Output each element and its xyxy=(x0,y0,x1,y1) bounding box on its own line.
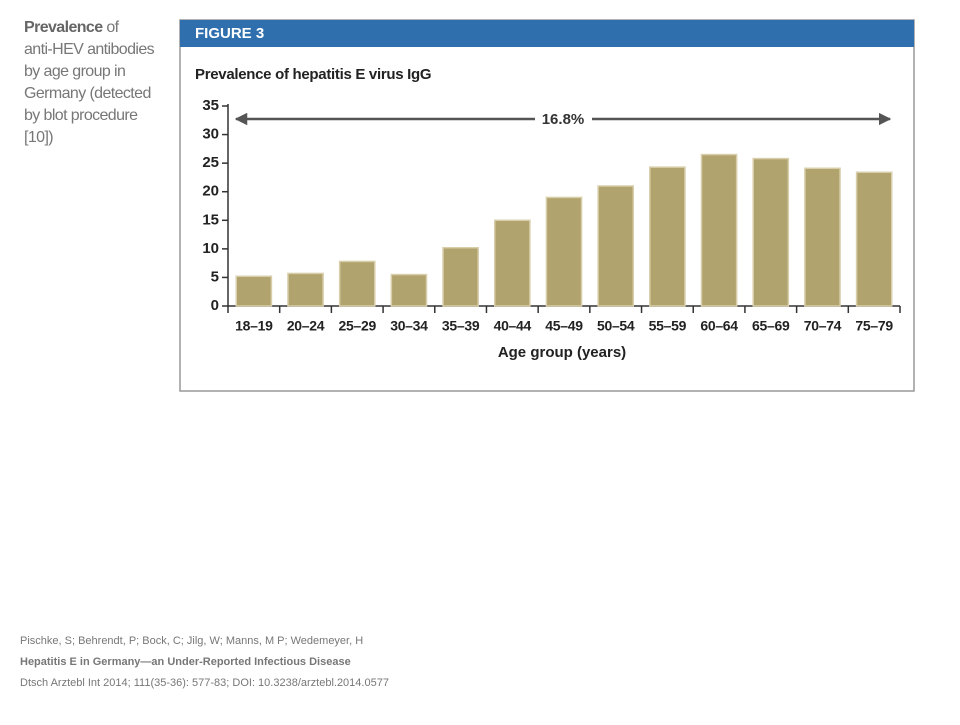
y-tick-label: 5 xyxy=(211,268,219,285)
caption: Prevalence of anti-HEV antibodies by age g… xyxy=(24,19,155,146)
caption-line: by age group in xyxy=(24,63,125,80)
bar xyxy=(545,196,583,307)
caption-line: Prevalence of xyxy=(24,19,120,36)
caption-bold: Prevalence xyxy=(24,19,103,36)
x-tick-label: 60–64 xyxy=(700,318,738,334)
bar xyxy=(287,272,324,307)
caption-text: of xyxy=(106,19,119,36)
footer-citation: Dtsch Arztebl Int 2014; 111(35-36): 577-… xyxy=(20,677,389,689)
x-tick-label: 50–54 xyxy=(597,318,635,334)
y-tick-label: 15 xyxy=(202,211,219,228)
bar xyxy=(390,273,428,307)
x-tick-label: 75–79 xyxy=(855,318,893,334)
caption-line: [10]) xyxy=(24,129,53,146)
y-tick-label: 20 xyxy=(202,183,219,200)
x-tick-label: 45–49 xyxy=(545,318,583,334)
x-tick-label: 35–39 xyxy=(442,318,480,334)
figure-header xyxy=(180,20,914,47)
caption-line: anti-HEV antibodies xyxy=(24,41,155,58)
x-tick-label: 40–44 xyxy=(494,318,532,334)
footer-title: Hepatitis E in Germany—an Under-Reported… xyxy=(20,656,351,668)
bar xyxy=(649,166,686,307)
bar xyxy=(855,171,893,307)
annotation: 16.8% xyxy=(542,111,585,128)
caption-line: by blot procedure xyxy=(24,107,138,124)
bar xyxy=(338,260,376,307)
x-tick-label: 20–24 xyxy=(287,318,325,334)
caption-line: Germany (detected xyxy=(24,85,151,102)
x-tick-label: 18–19 xyxy=(235,318,273,334)
bar xyxy=(493,219,531,307)
bar xyxy=(804,167,841,307)
bar xyxy=(752,157,790,307)
x-tick-label: 55–59 xyxy=(649,318,687,334)
bar xyxy=(700,153,738,307)
y-tick-label: 0 xyxy=(211,297,219,314)
y-tick-label: 10 xyxy=(202,240,219,257)
y-tick-label: 30 xyxy=(202,126,219,143)
figure-label: FIGURE 3 xyxy=(195,25,264,42)
y-tick-label: 35 xyxy=(202,97,219,114)
x-tick-label: 65–69 xyxy=(752,318,790,334)
x-tick-label: 30–34 xyxy=(390,318,428,334)
chart-title: Prevalence of hepatitis E virus IgG xyxy=(195,66,431,83)
x-tick-label: 25–29 xyxy=(339,318,377,334)
footer-authors: Pischke, S; Behrendt, P; Bock, C; Jilg, … xyxy=(20,635,363,647)
bar xyxy=(442,246,479,307)
bar xyxy=(235,275,273,307)
bar xyxy=(597,185,635,307)
y-tick-label: 25 xyxy=(202,154,219,171)
x-tick-label: 70–74 xyxy=(804,318,842,334)
x-axis-label: Age group (years) xyxy=(498,344,626,361)
